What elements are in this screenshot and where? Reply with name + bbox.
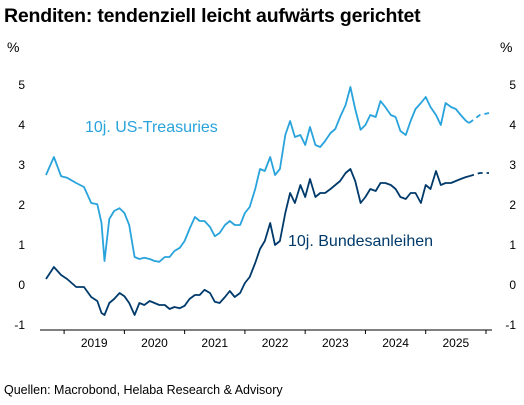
series-lines: [45, 86, 490, 316]
right-unit-label: %: [500, 39, 512, 55]
x-tick-label: 2021: [201, 336, 228, 350]
y-axis-left: -1 0 1 2 3 4 5: [14, 78, 25, 332]
series-label-us-treasuries: 10j. US-Treasuries: [85, 119, 218, 136]
y-tick-left-label: 5: [18, 78, 25, 92]
x-tick-label: 2022: [262, 336, 289, 350]
x-axis: 2019 2020 2021 2022 2023 2024 2025: [40, 329, 492, 350]
forecast-line-us-treasuries: [468, 112, 490, 124]
y-tick-left-label: 3: [18, 158, 25, 172]
series-line-bundesanleihen: [45, 168, 470, 316]
y-tick-left-label: 2: [18, 198, 25, 212]
y-tick-right-label: 4: [509, 118, 516, 132]
y-tick-left-label: -1: [14, 318, 25, 332]
y-tick-left-label: 1: [18, 238, 25, 252]
y-tick-left-label: 4: [18, 118, 25, 132]
forecast-line-bundesanleihen: [468, 172, 489, 178]
y-tick-right-label: 3: [509, 158, 516, 172]
y-tick-right-label: 2: [509, 198, 516, 212]
x-tick-label: 2020: [141, 336, 168, 350]
x-tick-label: 2025: [442, 336, 469, 350]
left-unit-label: %: [7, 39, 19, 55]
x-tick-label: 2024: [382, 336, 409, 350]
x-tick-label: 2023: [322, 336, 349, 350]
y-tick-right-label: -1: [505, 318, 516, 332]
series-line-us-treasuries: [45, 86, 470, 263]
y-axis-right: -1 0 1 2 3 4 5: [505, 78, 516, 332]
y-tick-right-label: 5: [509, 78, 516, 92]
series-label-bundesanleihen: 10j. Bundesanleihen: [288, 233, 433, 250]
y-tick-left-label: 0: [18, 278, 25, 292]
y-tick-right-label: 1: [509, 238, 516, 252]
chart-title: Renditen: tendenziell leicht aufwärts ge…: [4, 5, 421, 27]
x-tick-label: 2019: [81, 336, 108, 350]
y-tick-right-label: 0: [509, 278, 516, 292]
source-note: Quellen: Macrobond, Helaba Research & Ad…: [4, 383, 283, 397]
